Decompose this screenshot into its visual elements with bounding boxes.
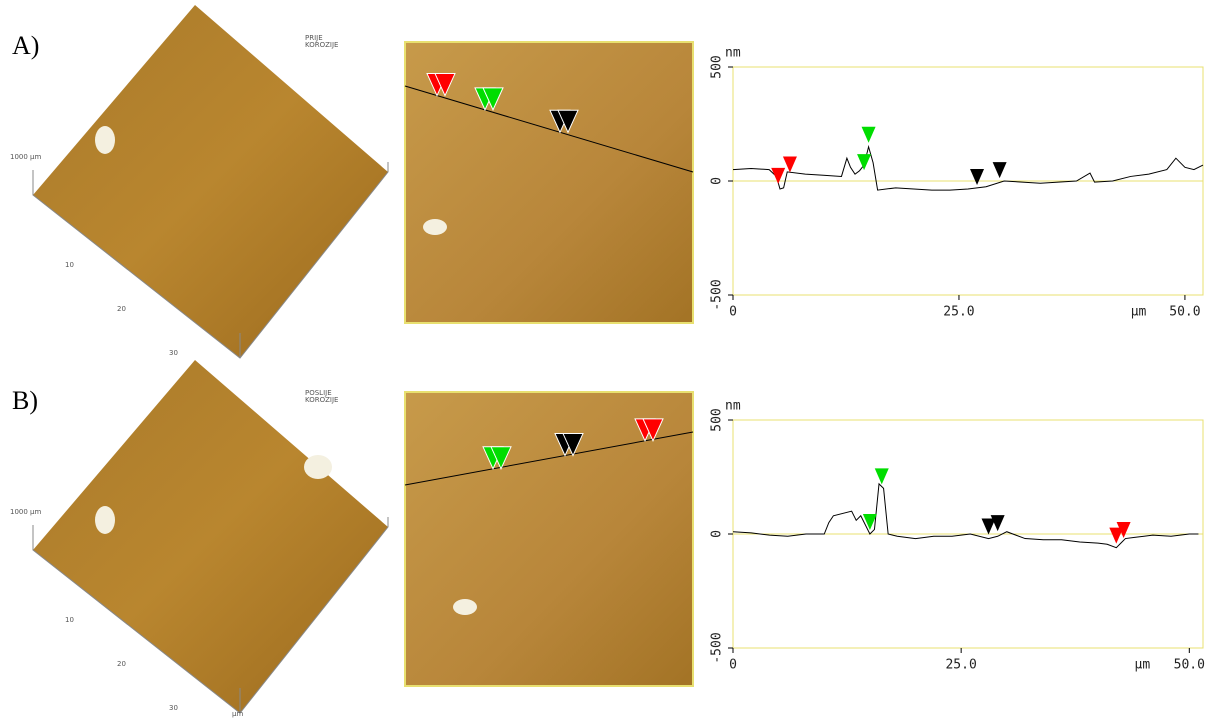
surface-3d — [33, 360, 388, 713]
marker — [771, 167, 786, 184]
cursor — [434, 73, 456, 97]
x-tick-label: 0 — [729, 305, 737, 320]
panel-label: B) — [12, 386, 38, 415]
feature — [95, 126, 115, 154]
charts: nm µm 500 0 -500 0 25.0 50.0 nm µm 500 0 -500 0 25.0 50… — [710, 46, 1205, 673]
x-tick-label: 0 — [729, 658, 737, 673]
y-axis-label: nm — [725, 46, 741, 61]
marker — [992, 162, 1007, 179]
x-unit-3d: µm — [232, 710, 243, 718]
marker — [874, 468, 889, 485]
surface-3d — [33, 5, 388, 358]
cursor — [562, 433, 584, 457]
x-axis-label: µm — [1135, 658, 1151, 673]
panel-label: A) — [12, 31, 39, 60]
x-tick-3d: 20 — [117, 660, 126, 668]
x-tick-label: 50.0 — [1174, 658, 1205, 673]
marker — [857, 154, 872, 171]
marker — [1109, 527, 1124, 544]
y-tick-label: -500 — [710, 279, 725, 310]
feature — [95, 506, 115, 534]
panels: A)1000 µmPRIJEKOROZIJE10203040B)1000 µmP… — [10, 5, 694, 718]
x-tick-3d: 30 — [169, 349, 178, 357]
x-tick-label: 25.0 — [943, 305, 974, 320]
feature — [304, 455, 332, 479]
caption: POSLIJE — [305, 389, 332, 397]
y-tick-label: 500 — [710, 408, 725, 431]
feature — [453, 599, 477, 615]
x-tick-3d: 10 — [65, 261, 74, 269]
x-tick-3d: 30 — [169, 704, 178, 712]
marker — [981, 518, 996, 535]
y-tick-label: -500 — [710, 632, 725, 663]
x-tick-label: 50.0 — [1169, 305, 1200, 320]
profile — [732, 144, 1204, 191]
afm-image — [404, 391, 694, 687]
x-tick-3d: 10 — [65, 616, 74, 624]
x-tick-label: 25.0 — [945, 658, 976, 673]
marker — [970, 168, 985, 185]
cursor — [482, 87, 504, 112]
marker — [861, 126, 876, 143]
y-tick-label: 0 — [710, 177, 725, 185]
profile — [732, 482, 1199, 549]
marker — [1116, 521, 1131, 538]
x-tick-3d: 20 — [117, 305, 126, 313]
marker — [990, 515, 1005, 532]
afm-image — [404, 41, 694, 324]
cursor — [490, 446, 512, 471]
feature — [423, 219, 447, 235]
x-axis-label: µm — [1131, 305, 1147, 320]
caption: KOROZIJE — [305, 396, 338, 404]
z-label: 1000 µm — [10, 153, 41, 161]
cursor — [557, 109, 579, 134]
z-label: 1000 µm — [10, 508, 41, 516]
profile-line — [404, 85, 694, 173]
caption: KOROZIJE — [305, 41, 338, 49]
marker — [782, 156, 797, 173]
y-tick-label: 500 — [710, 55, 725, 78]
cursor — [642, 418, 664, 443]
y-axis-label: nm — [725, 399, 741, 414]
y-tick-label: 0 — [710, 530, 725, 538]
caption: PRIJE — [305, 34, 323, 42]
marker — [862, 514, 877, 530]
